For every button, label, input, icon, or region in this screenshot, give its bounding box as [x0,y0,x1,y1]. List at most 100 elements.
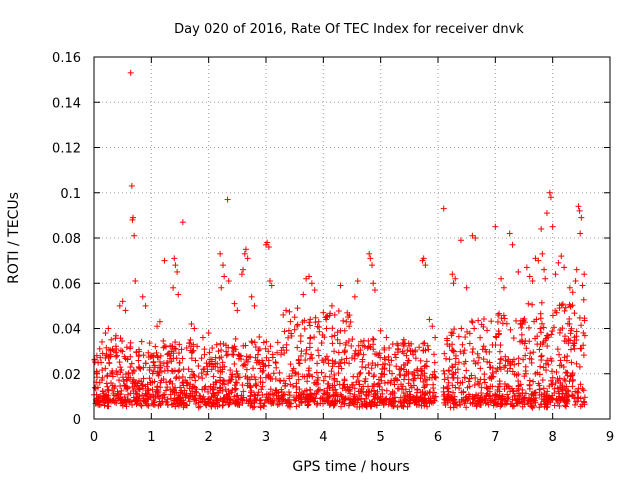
data-point [172,339,179,346]
data-point [286,308,293,315]
data-point [308,280,315,287]
data-point [129,401,136,408]
data-point [328,333,335,340]
y-tick-label: 0.08 [52,232,81,247]
data-point [318,339,325,346]
data-point [122,371,129,378]
data-point [183,345,190,352]
data-point [554,346,561,353]
data-point [287,381,294,388]
data-point [175,368,182,375]
data-point [480,343,487,350]
data-point [298,348,305,355]
data-point [120,378,127,385]
data-point [459,341,466,348]
data-point [311,287,318,294]
data-point [525,300,532,307]
data-point [232,335,239,342]
data-point [151,364,158,371]
data-point [175,291,182,298]
data-point [366,388,373,395]
data-point [319,357,326,364]
data-point [530,349,537,356]
data-point [578,214,585,221]
data-point [475,359,482,366]
data-point [475,354,482,361]
data-point [329,363,336,370]
data-point [123,344,130,351]
data-point [541,266,548,273]
data-point [480,315,487,322]
data-point [355,377,362,384]
data-point [300,291,307,298]
data-point [480,356,487,363]
data-point [424,342,431,349]
data-point [108,336,115,343]
data-point [457,348,464,355]
data-point [128,360,135,367]
data-point [529,301,536,308]
data-point [222,386,229,393]
data-point [348,342,355,349]
data-point [132,277,139,284]
y-tick-label: 0.06 [52,277,81,292]
data-point [249,339,256,346]
data-point [331,348,338,355]
data-point [122,307,129,314]
data-point [415,372,422,379]
data-point [360,351,367,358]
data-point [562,333,569,340]
data-point [569,289,576,296]
data-point [91,384,98,391]
data-point [574,388,581,395]
data-point [274,339,281,346]
data-point [518,331,525,338]
data-point [509,241,516,248]
data-point [475,317,482,324]
data-point [195,373,202,380]
data-point [371,287,378,294]
data-point [127,69,134,76]
data-point [481,379,488,386]
data-point [234,370,241,377]
data-point [571,345,578,352]
data-point [94,374,101,381]
data-point [469,319,476,326]
plot-frame [93,56,611,420]
data-point [287,361,294,368]
data-point [206,349,213,356]
data-point [515,355,522,362]
data-point [280,377,287,384]
data-point [498,275,505,282]
data-point [496,348,503,355]
y-axis-label: ROTI / TECUs [6,192,22,284]
data-point [308,351,315,358]
data-point [370,373,377,380]
data-point [359,363,366,370]
data-point [539,377,546,384]
data-point [191,325,198,332]
data-point [204,363,211,370]
data-point [291,326,298,333]
data-point [412,355,419,362]
data-point [564,320,571,327]
data-point [341,327,348,334]
data-point [314,377,321,384]
data-point [280,311,287,318]
y-tick-label: 0.12 [52,142,81,157]
data-point [130,376,137,383]
data-point [466,340,473,347]
data-point [421,340,428,347]
data-point [579,282,586,289]
data-point [458,325,465,332]
data-point [203,371,210,378]
data-point [489,341,496,348]
data-point [489,369,496,376]
data-point [139,392,146,399]
data-point [463,367,470,374]
data-point [309,373,316,380]
data-point [562,304,569,311]
data-point [338,403,345,410]
data-point [561,264,568,271]
data-point [443,355,450,362]
